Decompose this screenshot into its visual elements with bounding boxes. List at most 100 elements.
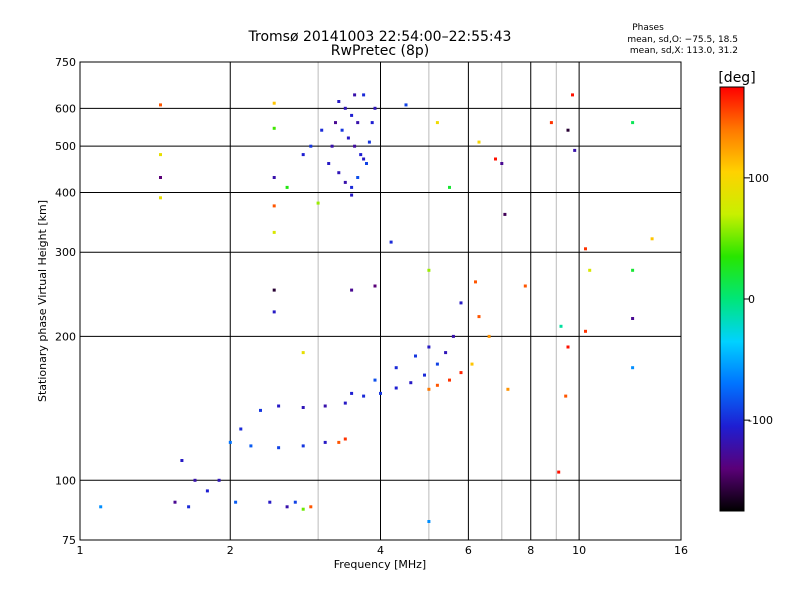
data-point [427,345,431,349]
data-point [435,121,439,125]
y-tick-label: 400 [55,186,76,199]
data-point [272,230,276,234]
data-point [272,176,276,179]
data-point [272,126,276,130]
y-tick-label: 750 [55,56,76,69]
data-point [234,500,238,504]
data-point [356,176,360,179]
data-point [343,180,347,184]
data-point [301,507,305,511]
data-point [353,93,357,97]
data-point [435,362,439,366]
data-point [477,315,481,319]
data-point [409,381,413,385]
data-point [330,144,334,148]
data-point [180,459,184,462]
data-point [187,505,191,509]
colorbar [719,86,745,512]
x-tick-label: 2 [227,544,234,557]
data-point [350,113,354,117]
data-point [301,406,305,409]
x-tick-label: 16 [674,544,688,557]
data-point [320,128,324,132]
y-tick-label: 500 [55,140,76,153]
data-point [404,103,408,107]
data-point [334,121,337,125]
data-point [559,324,563,328]
data-point [373,378,377,382]
data-point [353,144,357,148]
x-axis-label: Frequency [MHz] [334,558,426,571]
data-point [474,280,477,284]
x-tick-label: 4 [377,544,384,557]
data-point [159,196,162,200]
data-point [193,478,197,482]
data-point [340,128,344,132]
data-point [285,185,289,189]
data-point [451,334,455,338]
data-point [316,201,320,205]
data-point [588,268,592,272]
data-point [205,489,209,493]
data-point [573,148,577,152]
colorbar-tick-label: 100 [748,172,769,185]
data-point [448,185,451,189]
data-point [362,93,366,97]
chart-title: Tromsø 20141003 22:54:00–22:55:43 [248,29,512,45]
data-point [173,500,177,504]
data-point [470,362,474,366]
data-point [373,284,377,288]
data-point [650,237,654,241]
data-point [631,317,635,320]
stats-line-o: mean, sd,O: −75.5, 18.5 [627,35,738,45]
data-point [523,284,527,288]
data-point [500,162,504,165]
colorbar-ticks: -100 0 100 [744,172,773,427]
data-point [249,444,253,448]
y-tick-labels: 75 100 200 300 400 500 600 750 [55,56,76,547]
data-point [389,240,393,244]
data-point [571,93,574,97]
y-tick-label: 100 [55,474,76,487]
data-point [228,440,232,444]
data-point [350,185,354,189]
data-point [350,391,354,395]
data-point [337,100,341,103]
data-point [217,478,221,482]
colorbar-tick-label: -100 [748,414,773,427]
data-point [301,444,305,448]
data-point [373,106,377,110]
data-point [494,157,497,161]
data-point [277,446,281,450]
data-point [362,157,366,161]
x-tick-labels: 1 2 4 6 8 10 16 [77,544,689,557]
data-point [427,268,431,272]
colorbar-tick-label: 0 [748,293,755,306]
data-point [448,378,451,382]
data-point [370,121,374,125]
data-point [365,162,368,165]
data-point [506,387,510,391]
data-point [159,103,162,107]
data-point [362,394,366,398]
colorbar-label: [deg] [718,70,755,86]
data-point [309,505,313,509]
data-point [584,247,587,251]
data-point [272,101,276,105]
data-points [99,93,654,523]
data-point [309,144,313,148]
y-tick-label: 300 [55,246,76,259]
data-point [394,366,398,370]
data-point [343,437,347,441]
data-point [301,153,305,157]
data-point [343,401,347,405]
data-point [268,500,272,504]
data-point [487,334,491,338]
data-point [272,204,276,208]
x-tick-label: 8 [527,544,534,557]
data-point [350,193,354,197]
data-point [631,121,635,125]
data-point [557,470,561,474]
data-point [346,136,350,140]
